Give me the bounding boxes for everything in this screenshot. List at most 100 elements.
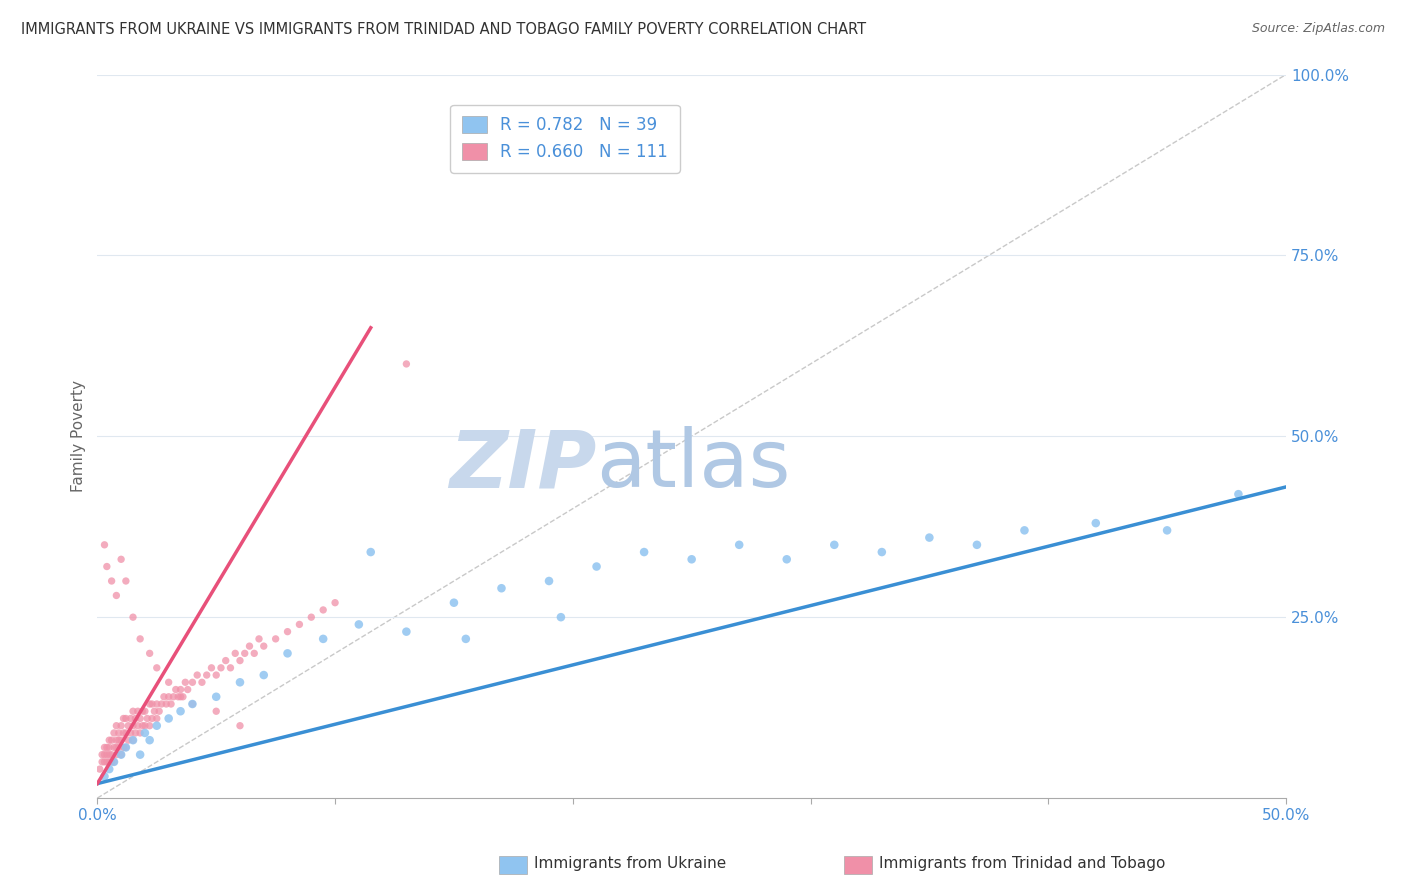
- Point: [89, 762, 111, 776]
- Point: [93, 740, 115, 755]
- Point: [1156, 524, 1178, 538]
- Point: [219, 661, 242, 675]
- Point: [131, 704, 153, 718]
- Point: [323, 596, 346, 610]
- Point: [264, 632, 287, 646]
- Point: [100, 747, 122, 762]
- Point: [138, 733, 160, 747]
- Text: Immigrants from Trinidad and Tobago: Immigrants from Trinidad and Tobago: [879, 856, 1166, 871]
- Point: [98, 755, 121, 769]
- Point: [129, 726, 152, 740]
- Point: [124, 711, 146, 725]
- Point: [127, 704, 149, 718]
- Text: IMMIGRANTS FROM UKRAINE VS IMMIGRANTS FROM TRINIDAD AND TOBAGO FAMILY POVERTY CO: IMMIGRANTS FROM UKRAINE VS IMMIGRANTS FR…: [21, 22, 866, 37]
- Legend: R = 0.782   N = 39, R = 0.660   N = 111: R = 0.782 N = 39, R = 0.660 N = 111: [450, 104, 679, 172]
- Point: [157, 690, 180, 704]
- Point: [195, 668, 218, 682]
- Point: [585, 559, 607, 574]
- Point: [112, 726, 135, 740]
- Point: [105, 589, 128, 603]
- Point: [1084, 516, 1107, 530]
- Point: [174, 675, 197, 690]
- Point: [169, 690, 191, 704]
- Point: [120, 726, 142, 740]
- Point: [148, 704, 170, 718]
- Point: [443, 596, 465, 610]
- Point: [169, 682, 191, 697]
- Point: [98, 762, 121, 776]
- Point: [277, 624, 299, 639]
- Point: [96, 747, 118, 762]
- Point: [215, 654, 238, 668]
- Point: [96, 740, 118, 755]
- Point: [253, 668, 276, 682]
- Point: [134, 719, 156, 733]
- Point: [110, 747, 132, 762]
- Point: [186, 668, 208, 682]
- Point: [181, 697, 204, 711]
- Point: [233, 646, 256, 660]
- Point: [681, 552, 703, 566]
- Point: [728, 538, 751, 552]
- Point: [165, 682, 187, 697]
- Point: [122, 704, 145, 718]
- Point: [134, 726, 156, 740]
- Point: [103, 755, 125, 769]
- Point: [129, 711, 152, 725]
- Point: [115, 574, 138, 588]
- Point: [491, 581, 513, 595]
- Point: [146, 711, 169, 725]
- Point: [141, 711, 163, 725]
- Point: [129, 632, 152, 646]
- Point: [105, 719, 128, 733]
- Point: [155, 697, 177, 711]
- Point: [96, 755, 118, 769]
- Point: [134, 704, 156, 718]
- Point: [395, 624, 418, 639]
- Point: [1227, 487, 1250, 501]
- Point: [96, 559, 118, 574]
- Point: [146, 697, 169, 711]
- Text: atlas: atlas: [596, 426, 792, 504]
- Point: [91, 755, 114, 769]
- Point: [157, 675, 180, 690]
- Point: [146, 719, 169, 733]
- Point: [127, 719, 149, 733]
- Text: ZIP: ZIP: [449, 426, 596, 504]
- Point: [205, 704, 228, 718]
- Point: [105, 733, 128, 747]
- Point: [205, 690, 228, 704]
- Point: [288, 617, 311, 632]
- Point: [454, 632, 477, 646]
- Point: [138, 697, 160, 711]
- Point: [138, 646, 160, 660]
- Point: [117, 733, 139, 747]
- Point: [100, 755, 122, 769]
- Point: [124, 726, 146, 740]
- Point: [110, 552, 132, 566]
- Point: [633, 545, 655, 559]
- Point: [209, 661, 232, 675]
- Point: [129, 747, 152, 762]
- Point: [299, 610, 322, 624]
- Point: [191, 675, 214, 690]
- Point: [172, 690, 194, 704]
- Point: [112, 711, 135, 725]
- Text: Source: ZipAtlas.com: Source: ZipAtlas.com: [1251, 22, 1385, 36]
- Point: [131, 719, 153, 733]
- Point: [110, 733, 132, 747]
- Point: [107, 726, 129, 740]
- Point: [1014, 524, 1036, 538]
- Point: [115, 740, 138, 755]
- Point: [117, 719, 139, 733]
- Point: [224, 646, 246, 660]
- Point: [120, 711, 142, 725]
- Point: [176, 682, 198, 697]
- Point: [107, 740, 129, 755]
- Point: [98, 747, 121, 762]
- Point: [253, 639, 276, 653]
- Point: [122, 733, 145, 747]
- Point: [103, 740, 125, 755]
- Point: [150, 697, 173, 711]
- Point: [93, 538, 115, 552]
